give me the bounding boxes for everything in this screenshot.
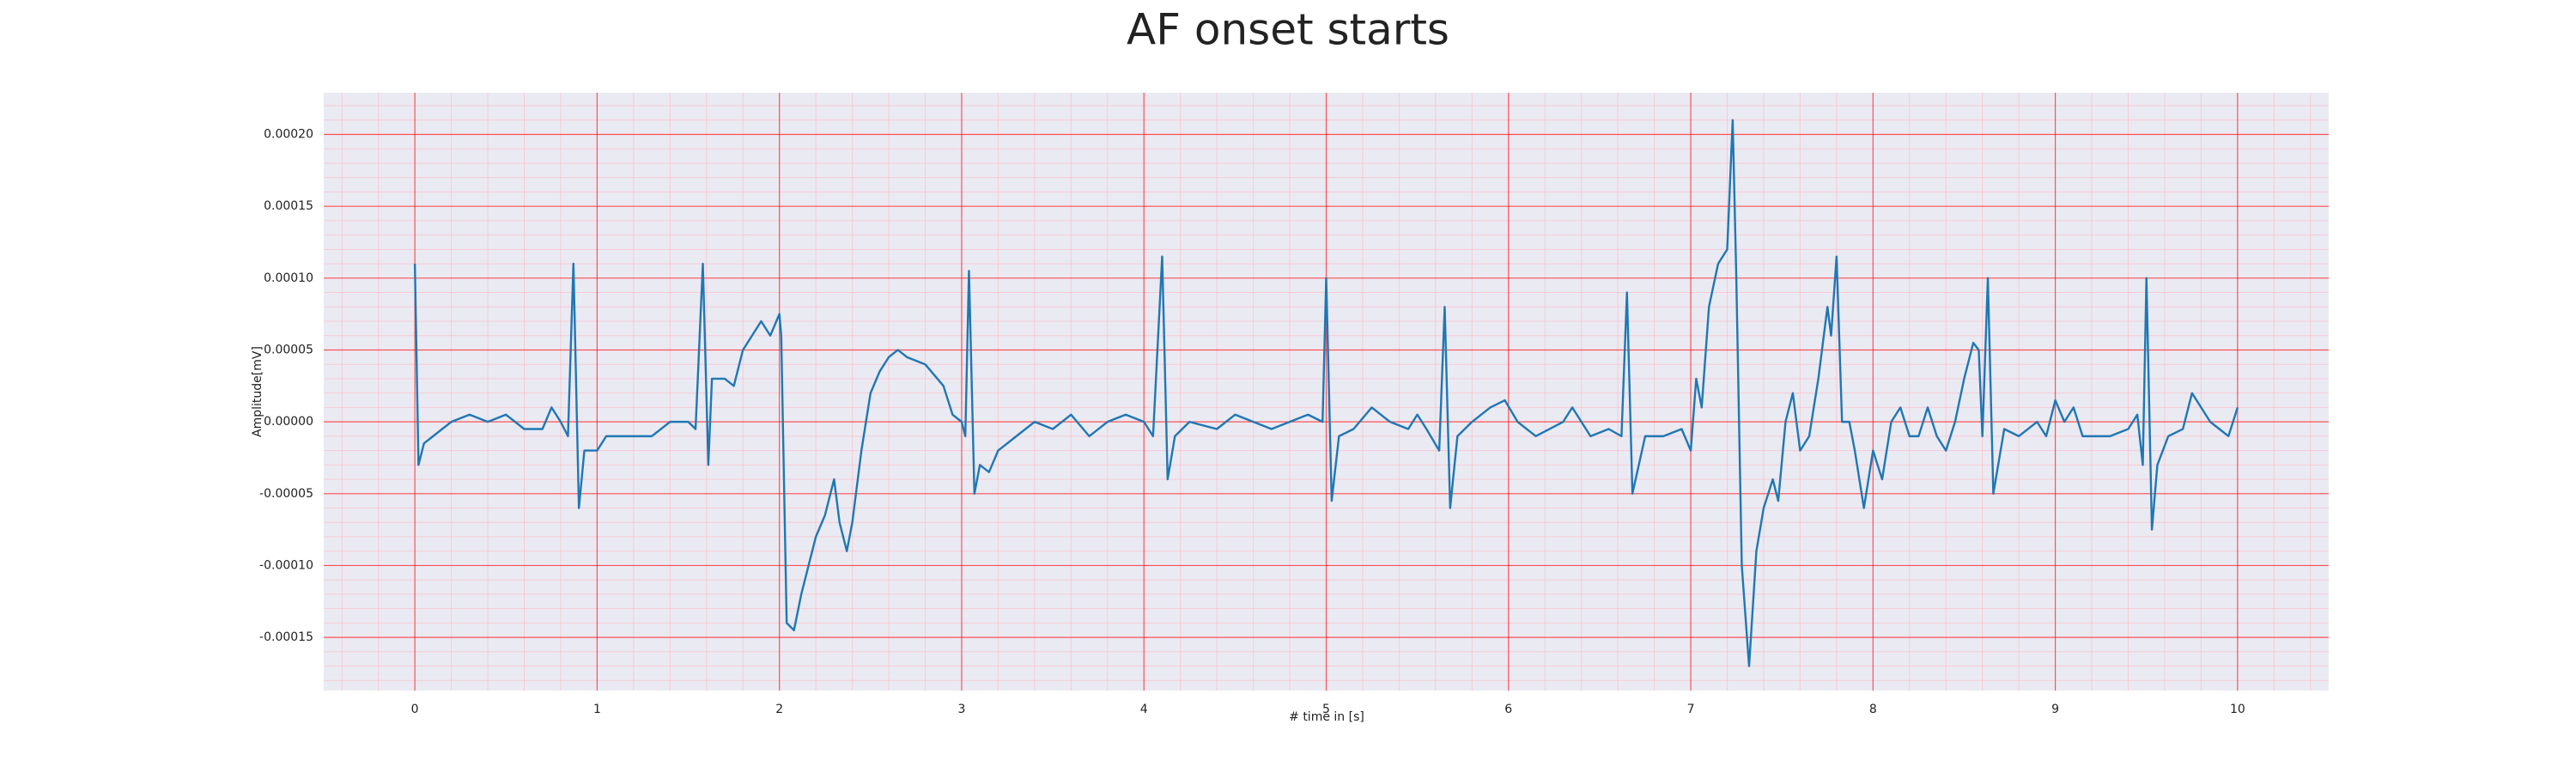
x-tick-label: 6 xyxy=(1504,703,1512,716)
x-tick-label: 7 xyxy=(1687,703,1695,716)
y-tick-label: -0.00015 xyxy=(259,630,313,644)
x-tick-label: 4 xyxy=(1140,703,1148,716)
y-tick-label: -0.00005 xyxy=(259,487,313,501)
signal-line xyxy=(413,119,2239,667)
y-tick-label: -0.00010 xyxy=(259,558,313,572)
x-tick-label: 5 xyxy=(1322,703,1330,716)
x-tick-label: 1 xyxy=(593,703,601,716)
y-tick-label: 0.00005 xyxy=(264,343,313,356)
x-tick-label: 2 xyxy=(775,703,783,716)
y-axis-label: Amplitude[mV] xyxy=(251,346,264,437)
x-tick-label: 8 xyxy=(1869,703,1877,716)
x-tick-label: 10 xyxy=(2230,703,2245,716)
x-tick-label: 0 xyxy=(411,703,419,716)
chart-title: AF onset starts xyxy=(1127,5,1449,55)
x-tick-label: 9 xyxy=(2051,703,2059,716)
y-tick-label: 0.00015 xyxy=(264,199,313,213)
y-tick-label: 0.00000 xyxy=(264,415,313,429)
x-tick-label: 3 xyxy=(957,703,965,716)
y-tick-label: 0.00010 xyxy=(264,271,313,285)
x-axis-label: # time in [s] xyxy=(1289,710,1364,724)
grid xyxy=(324,93,2329,691)
y-tick-label: 0.00020 xyxy=(264,128,313,142)
